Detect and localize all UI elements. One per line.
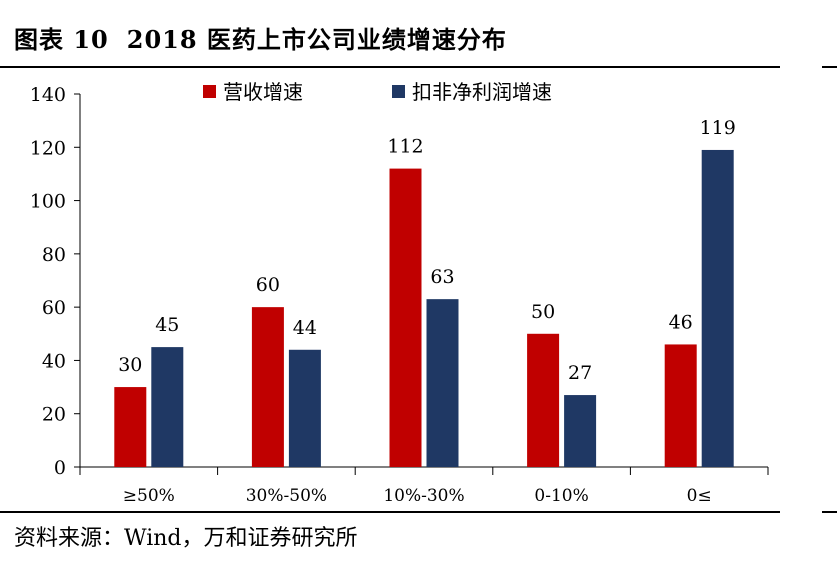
bottom-rule bbox=[0, 511, 780, 513]
chart-title: 图表 10 2018 医药上市公司业绩增速分布 bbox=[14, 20, 507, 55]
data-label: 63 bbox=[430, 266, 454, 288]
y-tick-label: 100 bbox=[30, 191, 66, 213]
figure-number: 图表 10 bbox=[14, 25, 109, 54]
y-tick-label: 40 bbox=[42, 350, 66, 372]
data-label: 30 bbox=[118, 354, 142, 376]
figure-title: 2018 医药上市公司业绩增速分布 bbox=[126, 25, 507, 54]
y-tick-label: 120 bbox=[30, 137, 66, 159]
data-label: 27 bbox=[568, 362, 592, 384]
bar-profit bbox=[701, 149, 734, 467]
top-rule-right bbox=[822, 66, 837, 68]
data-label: 119 bbox=[700, 117, 736, 139]
data-label: 44 bbox=[293, 317, 317, 339]
bar-revenue bbox=[389, 168, 422, 467]
source-note: 资料来源：Wind，万和证券研究所 bbox=[14, 526, 358, 551]
bar-revenue bbox=[114, 387, 147, 467]
legend-swatch bbox=[203, 85, 216, 98]
x-tick-label: 10%-30% bbox=[383, 486, 464, 506]
bar-revenue bbox=[664, 344, 697, 467]
x-tick-label: ≥50% bbox=[123, 486, 175, 506]
legend-swatch bbox=[392, 85, 405, 98]
y-tick-label: 0 bbox=[54, 457, 66, 479]
y-tick-label: 140 bbox=[30, 84, 66, 106]
y-tick-label: 60 bbox=[42, 297, 66, 319]
bottom-rule-right bbox=[822, 511, 837, 513]
data-label: 60 bbox=[256, 274, 280, 296]
bar-profit bbox=[564, 395, 597, 467]
bar-profit bbox=[288, 349, 321, 467]
x-tick-label: 0-10% bbox=[534, 486, 588, 506]
y-tick-label: 80 bbox=[42, 244, 66, 266]
bar-profit bbox=[426, 299, 459, 467]
bar-revenue bbox=[527, 333, 560, 467]
top-rule bbox=[0, 66, 780, 68]
legend-label: 营收增速 bbox=[223, 80, 303, 104]
data-label: 46 bbox=[669, 311, 693, 333]
x-tick-label: 30%-50% bbox=[246, 486, 327, 506]
y-tick-label: 20 bbox=[42, 404, 66, 426]
bar-profit bbox=[151, 347, 184, 467]
data-label: 50 bbox=[531, 301, 555, 323]
data-label: 112 bbox=[387, 136, 423, 158]
legend-label: 扣非净利润增速 bbox=[412, 80, 552, 104]
x-tick-label: 0≤ bbox=[687, 486, 712, 506]
bar-revenue bbox=[251, 307, 284, 467]
data-label: 45 bbox=[155, 314, 179, 336]
